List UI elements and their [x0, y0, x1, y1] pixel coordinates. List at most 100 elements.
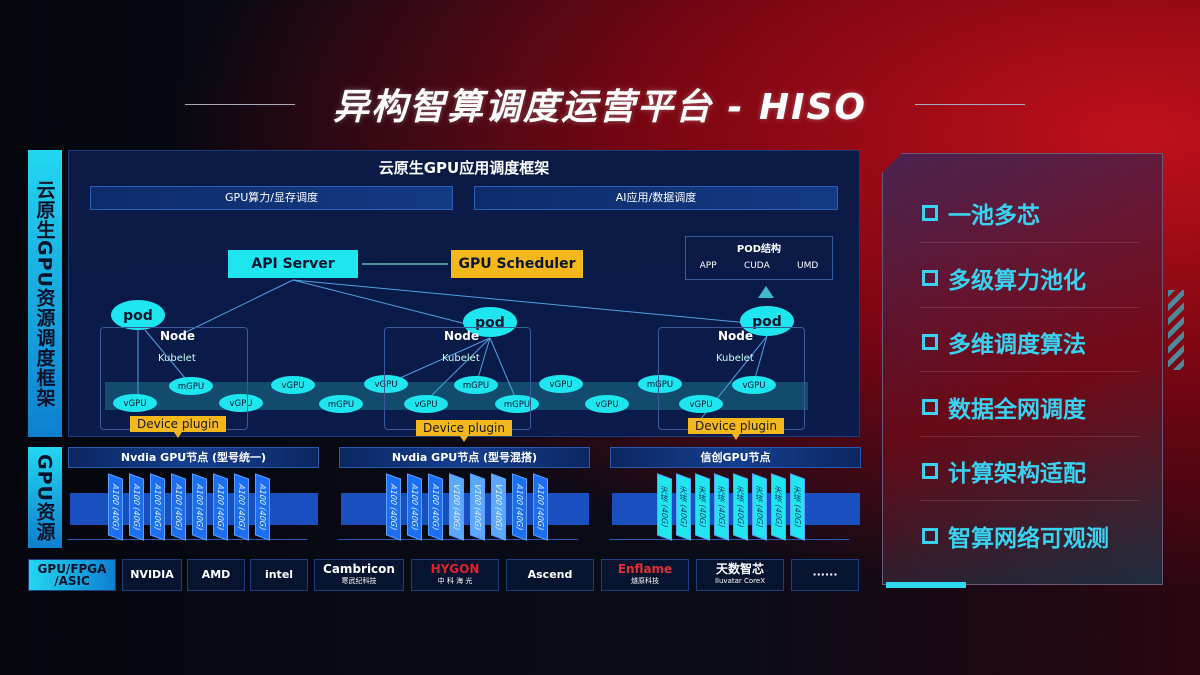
vendor-name: Cambricon	[323, 562, 395, 576]
gpu-unit-label: vGPU	[282, 381, 305, 391]
gpu-chip: A100 (40G)	[192, 473, 207, 541]
gpu-chip: 天垓 (40G)	[771, 473, 786, 541]
feature-label: 计算架构适配	[948, 461, 1086, 487]
vendor-sub: 中 科 海 光	[437, 577, 473, 585]
vendor-logo: Cambricon 寒武纪科技	[314, 559, 404, 591]
down-arrow-icon	[460, 436, 468, 442]
checkbox-icon	[922, 398, 938, 415]
vendor-name: 天数智芯	[715, 562, 764, 576]
divider	[920, 500, 1140, 501]
vendor-logo: HYGON 中 科 海 光	[411, 559, 499, 591]
gpu-unit-label: mGPU	[178, 382, 204, 392]
vendor-logo: Enflame 燧原科技	[601, 559, 689, 591]
vendor-sub: 燧原科技	[631, 577, 659, 585]
gpu-unit-label: mGPU	[504, 400, 530, 410]
down-arrow-icon	[732, 434, 740, 440]
gpu-chip: A100 (40G)	[213, 473, 228, 541]
decor-bar	[886, 582, 966, 588]
kubelet-label: Kubelet	[442, 353, 480, 364]
gpu-chip: A100 (40G)	[108, 473, 123, 541]
device-plugin-box: Device plugin	[416, 420, 512, 436]
kubelet-label: Kubelet	[716, 353, 754, 364]
resources-side-label: GPU资源	[28, 447, 62, 548]
vendor-sub: 寒武纪科技	[341, 577, 377, 585]
gpu-chip: A100 (40G)	[129, 473, 144, 541]
gpu-node-header: 信创GPU节点	[610, 447, 861, 468]
device-plugin-box: Device plugin	[688, 418, 784, 434]
checkbox-icon	[922, 334, 938, 350]
ai-data-scheduling-box: AI应用/数据调度	[474, 186, 838, 210]
gpu-unit: vGPU	[404, 395, 448, 413]
gpu-unit-label: vGPU	[375, 380, 398, 390]
vendor-logo: NVIDIA	[122, 559, 182, 591]
divider	[920, 435, 1140, 437]
page-title: 异构智算调度运营平台 - HISO	[332, 87, 868, 128]
vendor-logo: Ascend	[506, 559, 594, 591]
feature-label: 数据全网调度	[948, 396, 1086, 423]
title-line-left	[185, 104, 295, 105]
gpu-chip: 天垓 (40G)	[790, 473, 805, 541]
node-label: Node	[718, 329, 754, 343]
kubelet-label: Kubelet	[158, 353, 196, 364]
checkbox-icon	[922, 269, 938, 286]
gpu-unit-label: vGPU	[415, 400, 438, 410]
gpu-unit: vGPU	[364, 375, 408, 393]
gpu-unit: vGPU	[585, 395, 629, 413]
feature-label: 多级算力池化	[948, 267, 1086, 294]
gpu-unit-label: vGPU	[124, 399, 147, 409]
vendor-name: ······	[812, 568, 838, 581]
gpu-unit: mGPU	[495, 395, 539, 413]
up-arrow-icon	[758, 286, 774, 298]
gpu-compute-scheduling-box: GPU算力/显存调度	[90, 186, 453, 210]
device-plugin-box: Device plugin	[130, 416, 226, 432]
features-panel	[882, 153, 1163, 585]
checkbox-icon	[922, 205, 938, 221]
gpu-unit: mGPU	[169, 377, 213, 395]
gpu-chip: 天垓 (40G)	[714, 473, 729, 541]
gpu-unit: vGPU	[113, 394, 157, 412]
vendor-name: AMD	[201, 568, 231, 581]
feature-label: 一池多芯	[948, 203, 1040, 229]
gpu-scheduler-box: GPU Scheduler	[451, 250, 583, 278]
gpu-chip: V100 (40G)	[470, 473, 485, 541]
gpu-unit-label: mGPU	[647, 380, 673, 390]
gpu-unit-label: vGPU	[690, 400, 713, 410]
gpu-node-platform	[341, 493, 589, 525]
feature-item: 多级算力池化	[922, 261, 1086, 295]
pod-label: pod	[752, 314, 782, 330]
gpu-chip: A100 (40G)	[428, 473, 443, 541]
gpu-chip: V100 (40G)	[491, 473, 506, 541]
divider	[920, 306, 1140, 308]
gpu-chip: A100 (40G)	[386, 473, 401, 541]
down-arrow-icon	[174, 432, 182, 438]
pod-ellipse: pod	[740, 306, 794, 336]
gpu-unit-label: vGPU	[230, 399, 253, 409]
node-label: Node	[444, 329, 480, 343]
gpu-unit: mGPU	[638, 375, 682, 393]
framework-side-label: 云原生GPU资源调度框架	[28, 150, 62, 437]
gpu-unit-label: mGPU	[328, 400, 354, 410]
pod-structure-box: POD结构 APP CUDA UMD	[685, 236, 833, 280]
feature-item: 智算网络可观测	[922, 519, 1109, 553]
gpu-chip: A100 (40G)	[407, 473, 422, 541]
gpu-chip: 天垓 (40G)	[676, 473, 691, 541]
vendor-name: Enflame	[617, 562, 673, 576]
pod-cuda: CUDA	[743, 261, 770, 271]
vendor-logo: AMD	[187, 559, 245, 591]
gpu-unit-label: mGPU	[463, 381, 489, 391]
gpu-chip: A100 (40G)	[512, 473, 527, 541]
gpu-chip: V100 (40G)	[449, 473, 464, 541]
gpu-chip: A100 (40G)	[150, 473, 165, 541]
feature-item: 计算架构适配	[922, 454, 1086, 488]
vendor-sub: Iluvatar CoreX	[714, 577, 765, 585]
gpu-chip: A100 (40G)	[255, 473, 270, 541]
gpu-unit: vGPU	[219, 394, 263, 412]
vendor-name: HYGON	[430, 562, 480, 576]
vendors-label: GPU/FPGA /ASIC	[28, 559, 116, 591]
pod-structure-title: POD结构	[736, 244, 782, 255]
gpu-chip: A100 (40G)	[533, 473, 548, 541]
pod-umd: UMD	[797, 261, 819, 271]
feature-item: 多维调度算法	[922, 325, 1086, 359]
vendor-logo: intel	[250, 559, 308, 591]
